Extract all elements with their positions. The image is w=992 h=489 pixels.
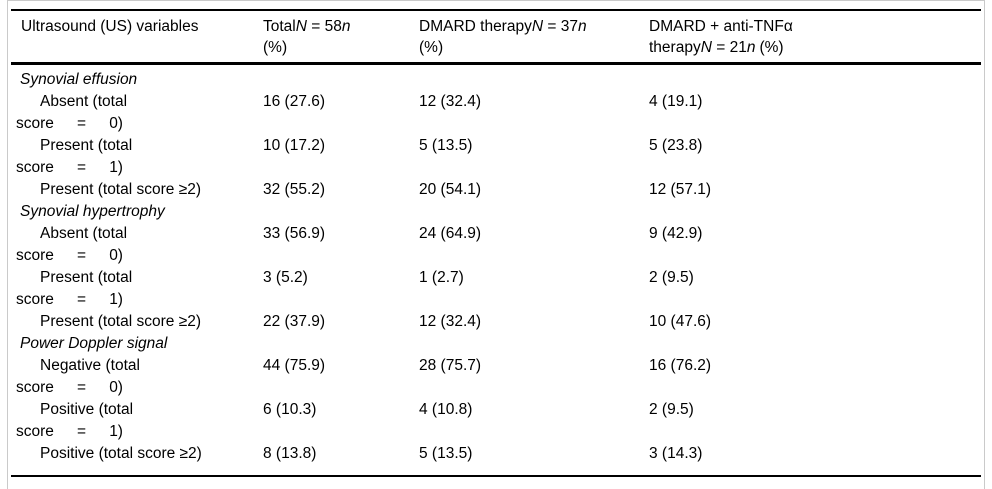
- data-row: Absent (total 33 (56.9) 24 (64.9) 9 (42.…: [8, 223, 982, 245]
- row-label-continued: score = 1): [16, 291, 123, 308]
- data-row: Present (total score ≥2) 22 (37.9) 12 (3…: [8, 311, 982, 333]
- data-row: Present (total 3 (5.2) 1 (2.7) 2 (9.5): [8, 267, 982, 289]
- header-total-line2: (%): [263, 39, 288, 56]
- row-label: Positive (total score ≥2): [40, 445, 202, 462]
- data-row: Positive (total score ≥2) 8 (13.8) 5 (13…: [8, 443, 982, 465]
- value-combo: 9 (42.9): [649, 225, 703, 242]
- section-title: Synovial hypertrophy: [20, 203, 165, 220]
- value-total: 44 (75.9): [263, 357, 326, 374]
- plus-sign: +: [710, 18, 720, 35]
- label-wrap-row: score = 1): [8, 289, 982, 311]
- table-top-rule: [11, 9, 981, 11]
- value-combo: 2 (9.5): [649, 401, 694, 418]
- value-total: 32 (55.2): [263, 181, 326, 198]
- value-combo: 10 (47.6): [649, 313, 712, 330]
- section-title: Power Doppler signal: [20, 335, 168, 352]
- value-dmard: 5 (13.5): [419, 445, 473, 462]
- row-label: Absent (total: [40, 93, 128, 110]
- label-wrap-row: score = 0): [8, 377, 982, 399]
- value-total: 3 (5.2): [263, 269, 308, 286]
- value-total: 33 (56.9): [263, 225, 326, 242]
- header-dmard-line2: (%): [419, 39, 444, 56]
- header-combo-line1: DMARD + anti-TNFα: [649, 16, 829, 37]
- value-total: 22 (37.9): [263, 313, 326, 330]
- value-dmard: 5 (13.5): [419, 137, 473, 154]
- data-row: Present (total 10 (17.2) 5 (13.5) 5 (23.…: [8, 135, 982, 157]
- header-col-variables: Ultrasound (US) variables: [21, 18, 199, 35]
- section-row: Power Doppler signal: [8, 333, 982, 355]
- value-total: 16 (27.6): [263, 93, 326, 110]
- row-label: Present (total score ≥2): [40, 181, 201, 198]
- header-combo-label: therapyN: [649, 39, 712, 56]
- value-dmard: 20 (54.1): [419, 181, 482, 198]
- header-total-label: TotalN: [263, 18, 307, 35]
- row-label-continued: score = 0): [16, 247, 123, 264]
- data-row: Absent (total 16 (27.6) 12 (32.4) 4 (19.…: [8, 91, 982, 113]
- header-combo-n: 21n (%): [729, 39, 784, 56]
- row-label: Present (total score ≥2): [40, 313, 201, 330]
- equals-sign: =: [547, 18, 557, 35]
- header-total-n: 58n: [324, 18, 351, 35]
- equals-sign: =: [716, 39, 726, 56]
- row-label: Present (total: [40, 137, 133, 154]
- value-combo: 3 (14.3): [649, 445, 703, 462]
- equals-sign: =: [311, 18, 321, 35]
- header-combo-line2: therapyN = 21n (%): [649, 37, 829, 58]
- label-wrap-row: score = 0): [8, 113, 982, 135]
- value-combo: 2 (9.5): [649, 269, 694, 286]
- table-header-rule: [11, 62, 981, 65]
- value-dmard: 12 (32.4): [419, 313, 482, 330]
- value-combo: 12 (57.1): [649, 181, 712, 198]
- row-label-continued: score = 0): [16, 379, 123, 396]
- section-title: Synovial effusion: [20, 71, 138, 88]
- row-label: Absent (total: [40, 225, 128, 242]
- data-row: Negative (total 44 (75.9) 28 (75.7) 16 (…: [8, 355, 982, 377]
- data-row: Positive (total 6 (10.3) 4 (10.8) 2 (9.5…: [8, 399, 982, 421]
- row-label-continued: score = 1): [16, 159, 123, 176]
- value-total: 8 (13.8): [263, 445, 317, 462]
- value-dmard: 4 (10.8): [419, 401, 473, 418]
- label-wrap-row: score = 1): [8, 421, 982, 443]
- table-frame: Ultrasound (US) variables TotalN = 58n (…: [7, 0, 985, 489]
- data-row: Present (total score ≥2) 32 (55.2) 20 (5…: [8, 179, 982, 201]
- section-row: Synovial effusion: [8, 69, 982, 91]
- value-combo: 16 (76.2): [649, 357, 712, 374]
- label-wrap-row: score = 1): [8, 157, 982, 179]
- header-combo-word2: anti-TNFα: [723, 18, 793, 35]
- header-dmard-line1: DMARD therapyN = 37n: [419, 16, 598, 37]
- row-label: Present (total: [40, 269, 133, 286]
- section-row: Synovial hypertrophy: [8, 201, 982, 223]
- header-col-dmard: DMARD therapyN = 37n (%): [419, 16, 598, 58]
- row-label: Negative (total: [40, 357, 140, 374]
- row-label-continued: score = 1): [16, 423, 123, 440]
- header-total-line1: TotalN = 58n: [263, 16, 389, 37]
- value-combo: 4 (19.1): [649, 93, 703, 110]
- header-dmard-n: 37n: [560, 18, 587, 35]
- header-dmard-label: DMARD therapyN: [419, 18, 544, 35]
- table-body: Synovial effusion Absent (total 16 (27.6…: [8, 69, 982, 465]
- header-col-dmard-antitnf: DMARD + anti-TNFα therapyN = 21n (%): [649, 16, 829, 58]
- header-col-total: TotalN = 58n (%): [263, 16, 389, 58]
- value-dmard: 12 (32.4): [419, 93, 482, 110]
- row-label: Positive (total: [40, 401, 134, 418]
- value-dmard: 1 (2.7): [419, 269, 464, 286]
- label-wrap-row: score = 0): [8, 245, 982, 267]
- value-total: 6 (10.3): [263, 401, 317, 418]
- value-dmard: 28 (75.7): [419, 357, 482, 374]
- value-dmard: 24 (64.9): [419, 225, 482, 242]
- value-total: 10 (17.2): [263, 137, 326, 154]
- value-combo: 5 (23.8): [649, 137, 703, 154]
- header-combo-word1: DMARD: [649, 18, 706, 35]
- table-bottom-rule: [11, 475, 981, 477]
- row-label-continued: score = 0): [16, 115, 123, 132]
